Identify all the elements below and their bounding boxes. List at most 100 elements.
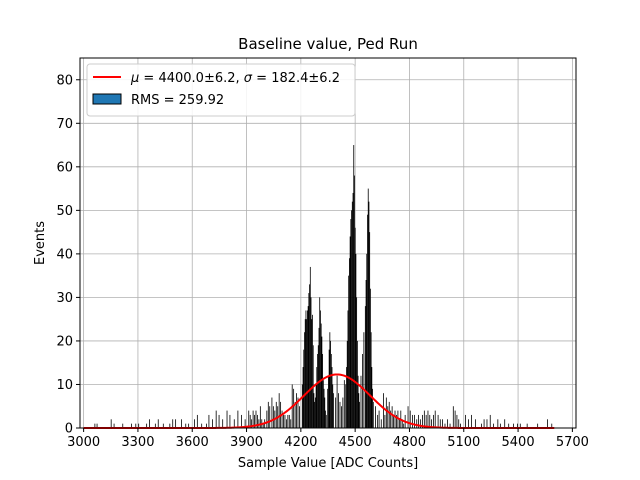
histogram-bar (391, 406, 393, 428)
y-axis-ticks: 0 10 20 30 40 50 60 70 80 (56, 73, 80, 437)
histogram-bar (317, 345, 319, 428)
y-tick-label: 20 (56, 334, 73, 349)
histogram-bar (353, 145, 355, 428)
histogram-bar (458, 419, 460, 428)
histogram-bar (427, 410, 429, 428)
histogram-bar (267, 401, 269, 428)
histogram-bar (315, 384, 317, 428)
histogram-bar (359, 401, 360, 428)
histogram-bar (196, 414, 198, 428)
histogram-bar (471, 414, 472, 428)
histogram-bar (284, 414, 286, 428)
histogram-bar (367, 188, 369, 428)
histogram-bar (255, 410, 257, 428)
histogram-bar (393, 414, 394, 428)
y-tick-label: 60 (56, 160, 73, 175)
histogram-bar (432, 414, 434, 428)
histogram-bar (364, 306, 366, 428)
histogram-bar (513, 423, 514, 428)
histogram-bar (403, 423, 405, 428)
histogram-bar (394, 410, 396, 428)
histogram-bar (286, 419, 287, 428)
histogram-bar (131, 423, 132, 428)
histogram-bar (368, 201, 370, 428)
histogram-bar (275, 401, 277, 428)
histogram-bar (429, 414, 431, 428)
histogram-bar (254, 414, 255, 428)
legend-box (86, 63, 356, 117)
histogram-bar (157, 419, 159, 428)
histogram-bar (442, 419, 443, 428)
histogram-bar (339, 401, 341, 428)
histogram-bar (354, 175, 355, 428)
histogram-bar (401, 419, 403, 428)
histogram-bar (468, 419, 469, 428)
histogram-bar (390, 410, 392, 428)
histogram-bar (360, 375, 362, 428)
histogram-bar (138, 423, 140, 428)
histogram-bar (474, 419, 476, 428)
y-tick-label: 0 (65, 422, 73, 437)
histogram-bar (290, 419, 292, 428)
histogram-bar (384, 414, 386, 428)
histogram-bar (146, 423, 148, 428)
histogram-bar (338, 393, 339, 428)
histogram-bar (94, 423, 96, 428)
x-tick-label: 5400 (502, 435, 535, 450)
histogram-bar (348, 275, 350, 428)
legend-sigma-symbol: σ (244, 71, 253, 86)
histogram-bar (294, 401, 296, 428)
histogram-bar (493, 423, 494, 428)
histogram-bar (483, 419, 485, 428)
histogram-bar (343, 380, 345, 428)
histogram-bar (367, 214, 368, 428)
histogram-bar (396, 414, 397, 428)
y-tick-label: 40 (56, 247, 73, 262)
histogram-bar (378, 410, 380, 428)
legend-fit-label: μ = 4400.0±6.2, σ = 182.4±6.2 (130, 71, 340, 86)
x-tick-label: 5700 (556, 435, 589, 450)
histogram-bar (316, 367, 318, 428)
histogram-bar (411, 414, 413, 428)
histogram-bar (526, 423, 528, 428)
histogram-bar (312, 314, 313, 428)
histogram-bar (135, 423, 137, 428)
histogram-bar (434, 410, 436, 428)
histogram-bar (271, 397, 273, 428)
histogram-bar (504, 419, 506, 428)
x-tick-label: 3600 (176, 435, 209, 450)
histogram-bar (288, 414, 290, 428)
histogram-bar (349, 236, 351, 428)
histogram-bar (499, 423, 501, 428)
histogram-bar (460, 423, 461, 428)
histogram-bar (297, 397, 299, 428)
histogram-bar (456, 414, 458, 428)
histogram-bar (154, 423, 156, 428)
histogram-bar (328, 375, 329, 428)
histogram-bar (369, 232, 371, 428)
histogram-bar (356, 297, 358, 428)
histogram-bar (222, 419, 224, 428)
histogram-bar (293, 388, 295, 428)
y-axis-label: Events (33, 221, 48, 265)
histogram-bar (398, 419, 400, 428)
histogram-bar (162, 423, 164, 428)
histogram-bar (212, 419, 213, 428)
histogram-bar (375, 406, 376, 428)
histogram-bar (303, 349, 305, 428)
histogram-bar (194, 419, 195, 428)
histogram-bar (452, 406, 454, 428)
x-tick-label: 3300 (121, 435, 154, 450)
histogram-bar (508, 423, 510, 428)
histogram-bar (201, 423, 203, 428)
histogram-bar (354, 227, 356, 428)
histogram-bar (169, 423, 171, 428)
histogram-bar (278, 393, 280, 428)
histogram-bars (94, 145, 553, 428)
histogram-bar (407, 406, 409, 428)
histogram-bar (323, 388, 325, 428)
histogram-bar (322, 354, 324, 428)
histogram-bar (262, 423, 264, 428)
histogram-bar (281, 410, 283, 428)
histogram-bar (205, 423, 207, 428)
